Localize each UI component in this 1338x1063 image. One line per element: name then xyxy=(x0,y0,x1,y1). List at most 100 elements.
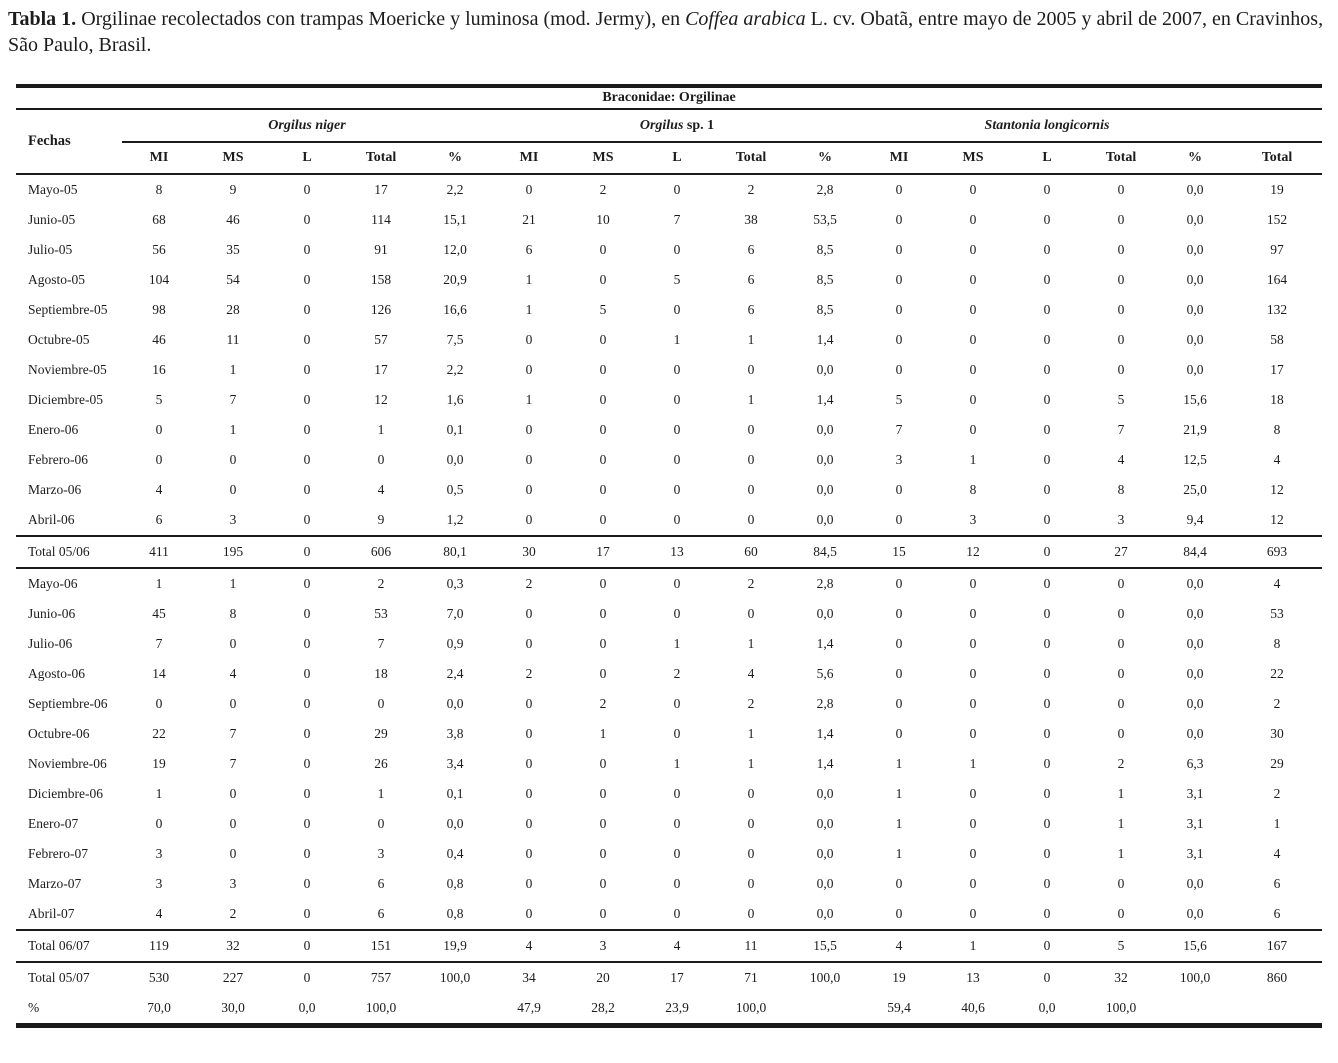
cell: 0 xyxy=(155,816,163,831)
table-row-diciembre-05: Diciembre-05 5 7 0 12 1,6 1 0 0 1 1,4 5 0 0 5 15,6 18 xyxy=(16,385,1322,415)
cell xyxy=(1232,993,1322,1026)
cell: 16,6 xyxy=(443,302,467,317)
cell: 98 xyxy=(152,302,166,317)
cell: 0 xyxy=(525,846,533,861)
row-label: Julio-05 xyxy=(28,242,73,257)
row-label: Junio-06 xyxy=(28,606,76,621)
cell: 100,0 xyxy=(1105,1000,1137,1015)
cell: 5 xyxy=(895,392,903,407)
row-label: Abril-07 xyxy=(28,906,75,921)
cell: 1,6 xyxy=(446,392,464,407)
cell: 68 xyxy=(152,212,166,227)
cell: 3,4 xyxy=(446,756,464,771)
cell: 12 xyxy=(1270,482,1284,497)
cell: 5 xyxy=(1084,929,1158,963)
cell: 7 xyxy=(895,422,903,437)
cell: 0 xyxy=(895,696,903,711)
cell: 2,4 xyxy=(446,666,464,681)
cell: 0 xyxy=(1043,816,1051,831)
cell: 0 xyxy=(673,422,681,437)
subheader-mi-group0: MI xyxy=(122,142,196,175)
cell: 0,0 xyxy=(298,1000,316,1015)
cell: 80,1 xyxy=(418,535,492,569)
cell: 0 xyxy=(377,696,385,711)
data-table: Braconidae: Orgilinae Fechas Orgilus nig… xyxy=(16,84,1323,1028)
cell: 4 xyxy=(640,929,714,963)
cell: 0 xyxy=(969,726,977,741)
cell: 0 xyxy=(895,512,903,527)
cell: 18 xyxy=(1270,392,1284,407)
cell: 0,1 xyxy=(446,786,464,801)
species-header-orgilus-sp1: Orgilus sp. 1 xyxy=(492,109,862,143)
cell: 0,0 xyxy=(816,512,834,527)
caption-text-1: Orgilinae recolectados con trampas Moeri… xyxy=(76,8,686,30)
species-header-stantonia-longicornis: Stantonia longicornis xyxy=(862,109,1232,143)
cell: 10 xyxy=(596,212,610,227)
cell: 0 xyxy=(969,606,977,621)
cell: 19,9 xyxy=(418,929,492,963)
cell: 0,0 xyxy=(1186,606,1204,621)
cell: 54 xyxy=(226,272,240,287)
cell: 0 xyxy=(895,302,903,317)
cell: 0,0 xyxy=(1186,362,1204,377)
cell: 8 xyxy=(155,182,163,197)
cell: 100,0 xyxy=(735,1000,767,1015)
cell: 57 xyxy=(374,332,388,347)
table-row-enero-06: Enero-06 0 1 0 1 0,1 0 0 0 0 0,0 7 0 0 7 21,9 8 xyxy=(16,415,1322,445)
subheader-l-group0: L xyxy=(270,142,344,175)
row-label: Junio-05 xyxy=(28,212,76,227)
cell: 0 xyxy=(747,452,755,467)
cell: 0,0 xyxy=(816,606,834,621)
cell: 16 xyxy=(152,362,166,377)
cell: 1 xyxy=(747,392,755,407)
cell: 22 xyxy=(1270,666,1284,681)
cell: 0 xyxy=(895,876,903,891)
cell: 0 xyxy=(155,452,163,467)
cell: 530 xyxy=(148,970,170,985)
cell: 0 xyxy=(1117,606,1125,621)
cell: 20 xyxy=(596,970,610,985)
row-label: Enero-07 xyxy=(28,816,79,831)
cell: 0 xyxy=(525,906,533,921)
subheader-pct-group1: % xyxy=(788,142,862,175)
cell: 0 xyxy=(673,906,681,921)
cell: 0 xyxy=(525,482,533,497)
cell: 0 xyxy=(673,816,681,831)
cell: 4 xyxy=(1273,452,1281,467)
cell: 53,5 xyxy=(813,212,837,227)
table-row-febrero-06: Febrero-06 0 0 0 0 0,0 0 0 0 0 0,0 3 1 0 4 12,5 4 xyxy=(16,445,1322,475)
cell: 167 xyxy=(1232,929,1323,963)
cell: 0 xyxy=(895,332,903,347)
subheader-row: MI MS L Total% MI MS L Total% MI MS L Total% Total xyxy=(16,142,1323,175)
cell: 30 xyxy=(492,535,566,569)
cell: 0 xyxy=(1043,576,1051,591)
cell: 0 xyxy=(229,816,237,831)
cell: 0 xyxy=(303,242,311,257)
cell: 0 xyxy=(747,876,755,891)
species-header-row: Fechas Orgilus niger Orgilus sp. 1 Stant… xyxy=(16,109,1323,175)
cell: 0 xyxy=(747,786,755,801)
row-label: Marzo-07 xyxy=(28,876,82,891)
cell: 3 xyxy=(155,876,163,891)
cell xyxy=(788,993,862,1026)
cell: 6 xyxy=(525,242,533,257)
cell: 0,0 xyxy=(816,786,834,801)
row-label: Enero-06 xyxy=(28,422,79,437)
cell: 0 xyxy=(599,392,607,407)
cell: 29 xyxy=(374,726,388,741)
cell: 0 xyxy=(747,846,755,861)
cell: 22 xyxy=(152,726,166,741)
table-row-noviembre-06: Noviembre-06 19 7 0 26 3,4 0 0 1 1 1,4 1 1 0 2 6,3 29 xyxy=(16,749,1322,779)
cell: 17 xyxy=(566,535,640,569)
cell: 0,0 xyxy=(446,452,464,467)
cell: 0 xyxy=(599,242,607,257)
cell: 0 xyxy=(1010,929,1084,963)
row-label: Agosto-05 xyxy=(28,272,85,287)
cell: 1 xyxy=(1273,816,1281,831)
cell: 0 xyxy=(599,362,607,377)
cell: 0 xyxy=(747,606,755,621)
cell: 0 xyxy=(1043,970,1051,985)
table-row-agosto-05: Agosto-05 104 54 0 158 20,9 1 0 5 6 8,5 0 0 0 0 0,0 164 xyxy=(16,265,1322,295)
cell: 0,0 xyxy=(446,816,464,831)
cell: 8 xyxy=(1273,636,1281,651)
